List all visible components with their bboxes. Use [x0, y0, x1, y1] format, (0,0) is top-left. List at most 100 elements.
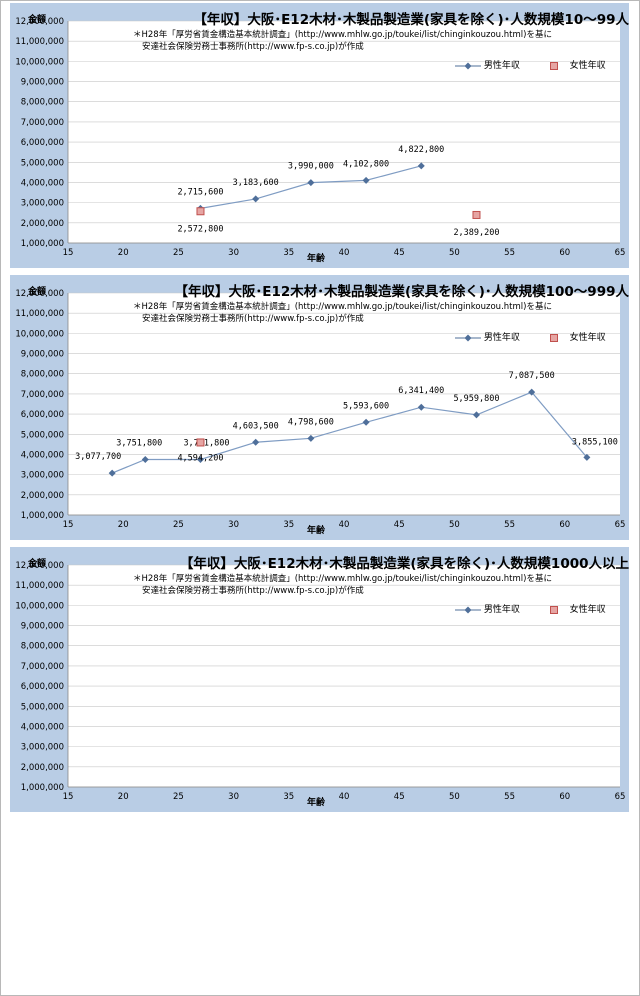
y-tick-label: 3,000,000	[21, 743, 64, 753]
plot-area	[68, 293, 620, 515]
data-point-male	[307, 179, 315, 187]
x-tick-label: 15	[63, 520, 74, 530]
y-tick-label: 2,000,000	[21, 491, 64, 501]
legend-item-female: 女性年収	[541, 330, 606, 343]
data-label-male: 3,751,800	[116, 438, 162, 448]
data-label-female: 4,594,200	[177, 453, 223, 463]
chart-panel-3: 1,000,000 2,000,000 3,000,000 4,000,000 5,00…	[10, 547, 629, 812]
y-tick-label: 7,000,000	[21, 390, 64, 400]
legend-label-male: 男性年収	[483, 333, 520, 343]
data-label-male: 5,959,800	[453, 394, 499, 404]
male-series-marker-icon	[455, 334, 481, 341]
y-tick-label: 4,000,000	[21, 178, 64, 188]
x-tick-label: 20	[118, 792, 129, 802]
y-tick-label: 10,000,000	[15, 329, 64, 339]
y-tick-label: 9,000,000	[21, 350, 64, 360]
y-axis-label: 金額	[28, 559, 47, 569]
data-label-male: 3,855,100	[572, 437, 618, 447]
y-tick-label: 7,000,000	[21, 118, 64, 128]
x-tick-label: 50	[449, 520, 460, 530]
data-label-male: 3,183,600	[233, 178, 279, 188]
x-tick-label: 55	[504, 792, 515, 802]
y-tick-label: 2,000,000	[21, 763, 64, 773]
y-tick-label: 12,000,000	[15, 561, 64, 571]
data-label-male: 2,715,600	[177, 187, 223, 197]
source-note-line2: 安達社会保険労務士事務所(http://www.fp-s.co.jp)が作成	[142, 314, 364, 324]
y-tick-label: 4,000,000	[21, 722, 64, 732]
legend-label-female: 女性年収	[569, 605, 606, 615]
y-tick-label: 8,000,000	[21, 642, 64, 652]
y-tick-label: 1,000,000	[21, 511, 64, 521]
data-label-male: 4,603,500	[233, 421, 279, 431]
y-tick-label: 1,000,000	[21, 239, 64, 249]
x-tick-label: 15	[63, 792, 74, 802]
y-tick-label: 6,000,000	[21, 682, 64, 692]
y-tick-label: 12,000,000	[15, 17, 64, 27]
legend-item-male: 男性年収	[455, 602, 520, 615]
data-point-female	[196, 438, 205, 447]
data-point-male	[528, 388, 536, 396]
data-point-male	[307, 434, 315, 442]
data-point-male	[141, 455, 149, 463]
x-tick-label: 30	[228, 248, 239, 258]
data-point-male	[417, 162, 425, 170]
legend-item-male: 男性年収	[455, 330, 520, 343]
data-point-female	[472, 210, 481, 219]
legend-item-female: 女性年収	[541, 602, 606, 615]
x-tick-label: 60	[559, 248, 570, 258]
legend-label-female: 女性年収	[569, 333, 606, 343]
data-label-male: 7,087,500	[509, 371, 555, 381]
x-tick-label: 65	[615, 248, 626, 258]
x-tick-label: 25	[173, 520, 184, 530]
y-tick-label: 5,000,000	[21, 158, 64, 168]
data-point-male	[196, 455, 204, 463]
x-tick-label: 35	[283, 792, 294, 802]
data-label-female: 2,389,200	[453, 228, 499, 238]
y-tick-label: 9,000,000	[21, 78, 64, 88]
data-point-male	[583, 453, 591, 461]
x-tick-label: 15	[63, 248, 74, 258]
female-series-marker-icon	[549, 333, 558, 342]
source-note-line2: 安達社会保険労務士事務所(http://www.fp-s.co.jp)が作成	[142, 42, 364, 52]
data-point-male	[362, 418, 370, 426]
data-label-male: 3,990,000	[288, 162, 334, 172]
data-point-male	[472, 411, 480, 419]
data-point-male	[252, 195, 260, 203]
legend-label-male: 男性年収	[483, 605, 520, 615]
x-tick-label: 50	[449, 792, 460, 802]
x-tick-label: 65	[615, 792, 626, 802]
legend: 男性年収 女性年収	[455, 602, 624, 615]
y-axis-label: 金額	[28, 287, 47, 297]
y-tick-label: 11,000,000	[15, 581, 64, 591]
chart-title: 【年収】大阪･E12木材･木製品製造業(家具を除く)･人数規模10～99人	[193, 12, 629, 28]
x-tick-label: 60	[559, 520, 570, 530]
y-tick-label: 2,000,000	[21, 219, 64, 229]
data-point-female	[196, 207, 205, 216]
x-tick-label: 40	[339, 248, 350, 258]
chart-plot-2: 1,000,000 2,000,000 3,000,000 4,000,000 5,00…	[15, 289, 625, 530]
x-tick-label: 25	[173, 792, 184, 802]
source-note-line1: ＊H28年「厚労省賃金構造基本統計調査」(http://www.mhlw.go.…	[133, 30, 552, 40]
chart-panel-2: 1,000,000 2,000,000 3,000,000 4,000,000 5,00…	[10, 275, 629, 540]
data-label-male: 4,798,600	[288, 417, 334, 427]
data-point-male	[108, 469, 116, 477]
plot-area	[68, 565, 620, 787]
x-tick-label: 35	[283, 520, 294, 530]
chart-plot-3: 1,000,000 2,000,000 3,000,000 4,000,000 5,00…	[15, 561, 626, 802]
x-tick-label: 60	[559, 792, 570, 802]
y-tick-label: 4,000,000	[21, 450, 64, 460]
y-tick-label: 11,000,000	[15, 37, 64, 47]
female-series-marker-icon	[549, 61, 558, 70]
y-tick-label: 10,000,000	[15, 601, 64, 611]
y-tick-label: 8,000,000	[21, 98, 64, 108]
y-tick-label: 3,000,000	[21, 199, 64, 209]
x-tick-label: 30	[228, 520, 239, 530]
data-point-male	[362, 176, 370, 184]
x-tick-label: 45	[394, 792, 405, 802]
y-tick-label: 9,000,000	[21, 622, 64, 632]
y-tick-label: 11,000,000	[15, 309, 64, 319]
chart-panel-1: 1,000,000 2,000,000 3,000,000 4,000,000 5,00…	[10, 3, 629, 268]
y-tick-label: 10,000,000	[15, 57, 64, 67]
x-tick-label: 35	[283, 248, 294, 258]
x-axis-label: 年齢	[307, 798, 326, 808]
